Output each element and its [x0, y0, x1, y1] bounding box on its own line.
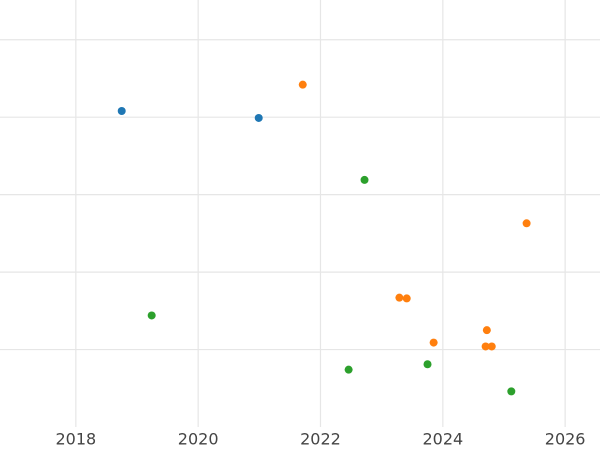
point: [487, 342, 496, 351]
point: [481, 342, 490, 351]
x-tick-label: 2020: [178, 430, 219, 449]
point: [360, 175, 369, 184]
point: [507, 387, 516, 396]
point: [522, 219, 531, 228]
point: [147, 311, 156, 320]
point: [344, 365, 353, 374]
x-tick-label: 2022: [300, 430, 341, 449]
x-tick-label: 2024: [422, 430, 463, 449]
point: [429, 338, 438, 347]
x-tick-label: 2026: [545, 430, 586, 449]
point: [402, 294, 411, 303]
x-tick-label: 2018: [55, 430, 96, 449]
point: [423, 360, 432, 369]
point: [254, 113, 263, 122]
point: [117, 106, 126, 115]
point: [298, 80, 307, 89]
point: [395, 293, 404, 302]
point: [482, 326, 491, 335]
